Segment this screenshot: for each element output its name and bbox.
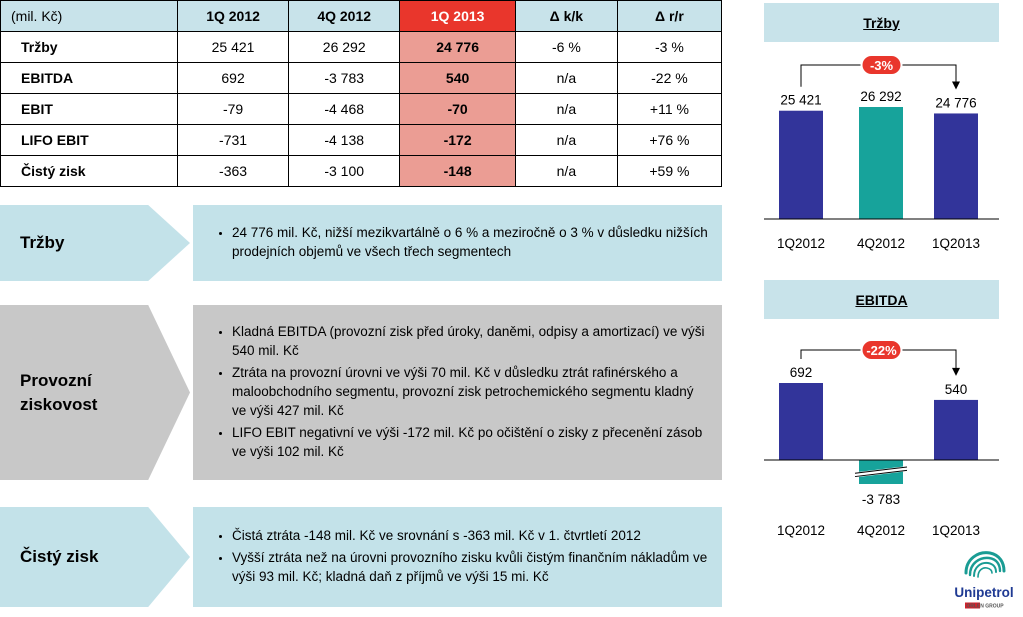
table-row: Tržby 25 421 26 292 24 776 -6 % -3 % (0, 31, 723, 63)
cell-qoq: n/a (514, 124, 618, 156)
row-label: Tržby (0, 31, 178, 63)
cell-1q2013: 540 (399, 62, 516, 94)
table-row: EBITDA 692 -3 783 540 n/a -22 % (0, 62, 723, 94)
bar-value-label: 25 421 (780, 93, 821, 108)
axis-break-line (854, 469, 908, 478)
cell-1q2013: 24 776 (399, 31, 516, 63)
bar-value-label: 540 (945, 382, 968, 397)
results-table: (mil. Kč) 1Q 2012 4Q 2012 1Q 2013 Δ k/k … (0, 0, 723, 187)
cell-4q2012: 26 292 (288, 31, 401, 63)
cell-4q2012: -4 468 (288, 93, 401, 125)
bullet-box-provozni: Kladná EBITDA (provozní zisk před úroky,… (193, 305, 722, 480)
change-arrowhead (952, 81, 960, 90)
row-label: EBIT (0, 93, 178, 125)
category-label: 1Q2012 (777, 236, 825, 251)
header-qoq: Δ k/k (514, 0, 618, 32)
cell-1q2012: -363 (176, 155, 290, 187)
section-arrow-trzby: Tržby (0, 205, 190, 281)
cell-1q2012: -731 (176, 124, 290, 156)
category-label: 1Q2012 (777, 523, 825, 538)
table-row: Čistý zisk -363 -3 100 -148 n/a +59 % (0, 155, 723, 187)
logo-sub-bg (964, 602, 1006, 609)
change-badge-label: -22% (866, 343, 897, 358)
bullet-list: Kladná EBITDA (provozní zisk před úroky,… (205, 322, 710, 464)
bar-value-label: 26 292 (860, 89, 901, 104)
table-row: LIFO EBIT -731 -4 138 -172 n/a +76 % (0, 124, 723, 156)
bullet-item: Ztráta na provozní úrovni ve výši 70 mil… (232, 363, 710, 420)
logo-name: Unipetrol (954, 585, 1013, 600)
bullet-item: 24 776 mil. Kč, nižší mezikvartálně o 6 … (232, 223, 710, 261)
header-yoy: Δ r/r (616, 0, 723, 32)
cell-yoy: -3 % (616, 31, 723, 63)
header-4q2012: 4Q 2012 (288, 0, 401, 32)
bar-value-label: -3 783 (862, 492, 900, 507)
logo-sub: ORLEN GROUP (966, 604, 1004, 610)
change-badge (860, 54, 903, 76)
bullet-item: Kladná EBITDA (provozní zisk před úroky,… (232, 322, 710, 360)
change-arrowhead (952, 367, 960, 376)
section-title-trzby: Tržby (20, 233, 65, 252)
header-1q2013: 1Q 2013 (399, 0, 516, 32)
category-label: 1Q2013 (932, 236, 980, 251)
section-title-provozni: Provozní ziskovost (20, 369, 97, 417)
bar-value-label: 24 776 (935, 95, 976, 110)
header-1q2012: 1Q 2012 (176, 0, 290, 32)
bar-1Q2013 (934, 113, 978, 219)
bullet-box-cisty: Čistá ztráta -148 mil. Kč ve srovnání s … (193, 507, 722, 607)
bullet-item: Čistá ztráta -148 mil. Kč ve srovnání s … (232, 526, 710, 545)
chart-title-ebitda: EBITDA (764, 280, 999, 319)
table-header-row: (mil. Kč) 1Q 2012 4Q 2012 1Q 2013 Δ k/k … (0, 0, 723, 32)
bullet-list: Čistá ztráta -148 mil. Kč ve srovnání s … (205, 526, 710, 589)
cell-1q2012: 25 421 (176, 31, 290, 63)
bullet-item: Vyšší ztráta než na úrovni provozního zi… (232, 548, 710, 586)
row-label: LIFO EBIT (0, 124, 178, 156)
bar-1Q2013 (934, 399, 978, 460)
bullet-box-trzby: 24 776 mil. Kč, nižší mezikvartálně o 6 … (193, 205, 722, 281)
section-title-line: ziskovost (20, 394, 98, 414)
chart-title-trzby: Tržby (764, 3, 999, 42)
section-title-line: Provozní (20, 370, 92, 390)
change-badge-label: -3% (870, 58, 894, 73)
header-unit: (mil. Kč) (0, 0, 178, 32)
cell-yoy: +59 % (616, 155, 723, 187)
cell-4q2012: -3 783 (288, 62, 401, 94)
cell-1q2013: -172 (399, 124, 516, 156)
category-label: 4Q2012 (857, 523, 905, 538)
bullet-list: 24 776 mil. Kč, nižší mezikvartálně o 6 … (205, 223, 710, 264)
cell-1q2012: 692 (176, 62, 290, 94)
section-title-cisty: Čistý zisk (20, 547, 99, 566)
logo-sub-mark (965, 602, 980, 609)
cell-yoy: +11 % (616, 93, 723, 125)
bullet-item: LIFO EBIT negativní ve výši -172 mil. Kč… (232, 423, 710, 461)
cell-1q2013: -148 (399, 155, 516, 187)
cell-yoy: -22 % (616, 62, 723, 94)
cell-yoy: +76 % (616, 124, 723, 156)
bar-1Q2012 (779, 110, 823, 219)
row-label: EBITDA (0, 62, 178, 94)
category-label: 1Q2013 (932, 523, 980, 538)
cell-1q2013: -70 (399, 93, 516, 125)
table-row: EBIT -79 -4 468 -70 n/a +11 % (0, 93, 723, 125)
change-badge (860, 339, 903, 361)
cell-qoq: n/a (514, 93, 618, 125)
chart-trzby: 25 421 1Q2012 26 292 4Q2012 24 776 1Q2013 -3% (764, 54, 999, 251)
chart-ebitda: 692 1Q2012 -3 783 4Q2012 540 1Q2013 -22% (764, 339, 999, 538)
logo-emblem (964, 551, 1006, 578)
axis-break-line (854, 466, 908, 474)
unipetrol-logo: Unipetrol ORLEN GROUP (954, 551, 1014, 610)
row-label: Čistý zisk (0, 155, 178, 187)
bar-value-label: 692 (790, 365, 813, 380)
category-label: 4Q2012 (857, 236, 905, 251)
section-arrow-cisty: Čistý zisk (0, 507, 190, 607)
bar-4Q2012 (859, 107, 903, 219)
cell-1q2012: -79 (176, 93, 290, 125)
cell-4q2012: -4 138 (288, 124, 401, 156)
cell-qoq: -6 % (514, 31, 618, 63)
bar-1Q2012 (779, 383, 823, 460)
cell-qoq: n/a (514, 62, 618, 94)
cell-4q2012: -3 100 (288, 155, 401, 187)
cell-qoq: n/a (514, 155, 618, 187)
section-arrow-provozni: Provozní ziskovost (0, 305, 190, 480)
axis-break-mark (854, 466, 908, 478)
